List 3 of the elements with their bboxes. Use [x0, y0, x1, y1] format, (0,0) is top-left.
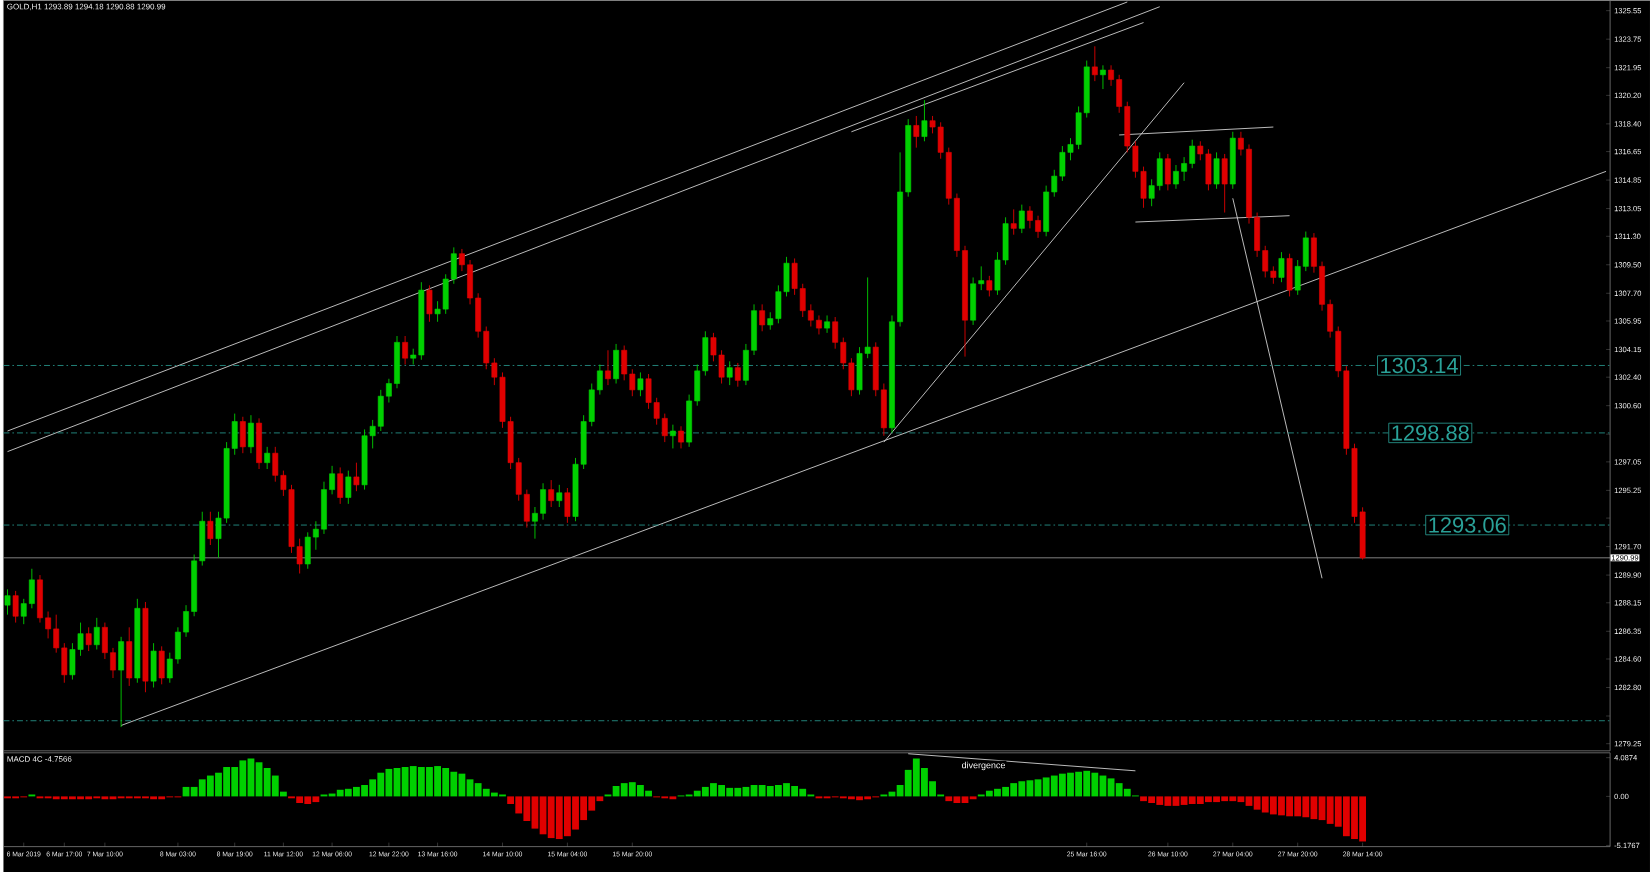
ref-line-label: 1293.06: [1429, 517, 1506, 533]
ref-line-label: 1298.88: [1392, 424, 1469, 441]
ref-line-label: 1303.14: [1381, 357, 1458, 373]
